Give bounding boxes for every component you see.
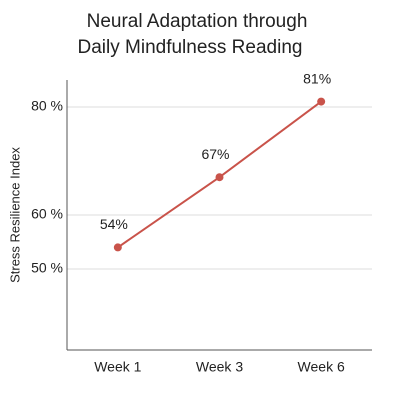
data-point bbox=[215, 173, 224, 182]
y-axis-label: Stress Resilience Index bbox=[7, 147, 22, 283]
data-label: 54% bbox=[100, 216, 128, 232]
data-label: 67% bbox=[201, 146, 229, 162]
data-point bbox=[113, 243, 122, 252]
chart-title: Daily Mindfulness Reading bbox=[78, 37, 303, 58]
y-tick-label: 50 % bbox=[31, 260, 63, 276]
chart-title: Neural Adaptation through bbox=[87, 11, 308, 32]
data-point bbox=[317, 97, 326, 106]
x-tick-label: Week 6 bbox=[298, 359, 345, 375]
y-tick-label: 80 % bbox=[31, 98, 63, 114]
data-label: 81% bbox=[303, 70, 331, 86]
y-tick-label: 60 % bbox=[31, 206, 63, 222]
x-tick-label: Week 1 bbox=[94, 359, 141, 375]
x-tick-label: Week 3 bbox=[196, 359, 243, 375]
